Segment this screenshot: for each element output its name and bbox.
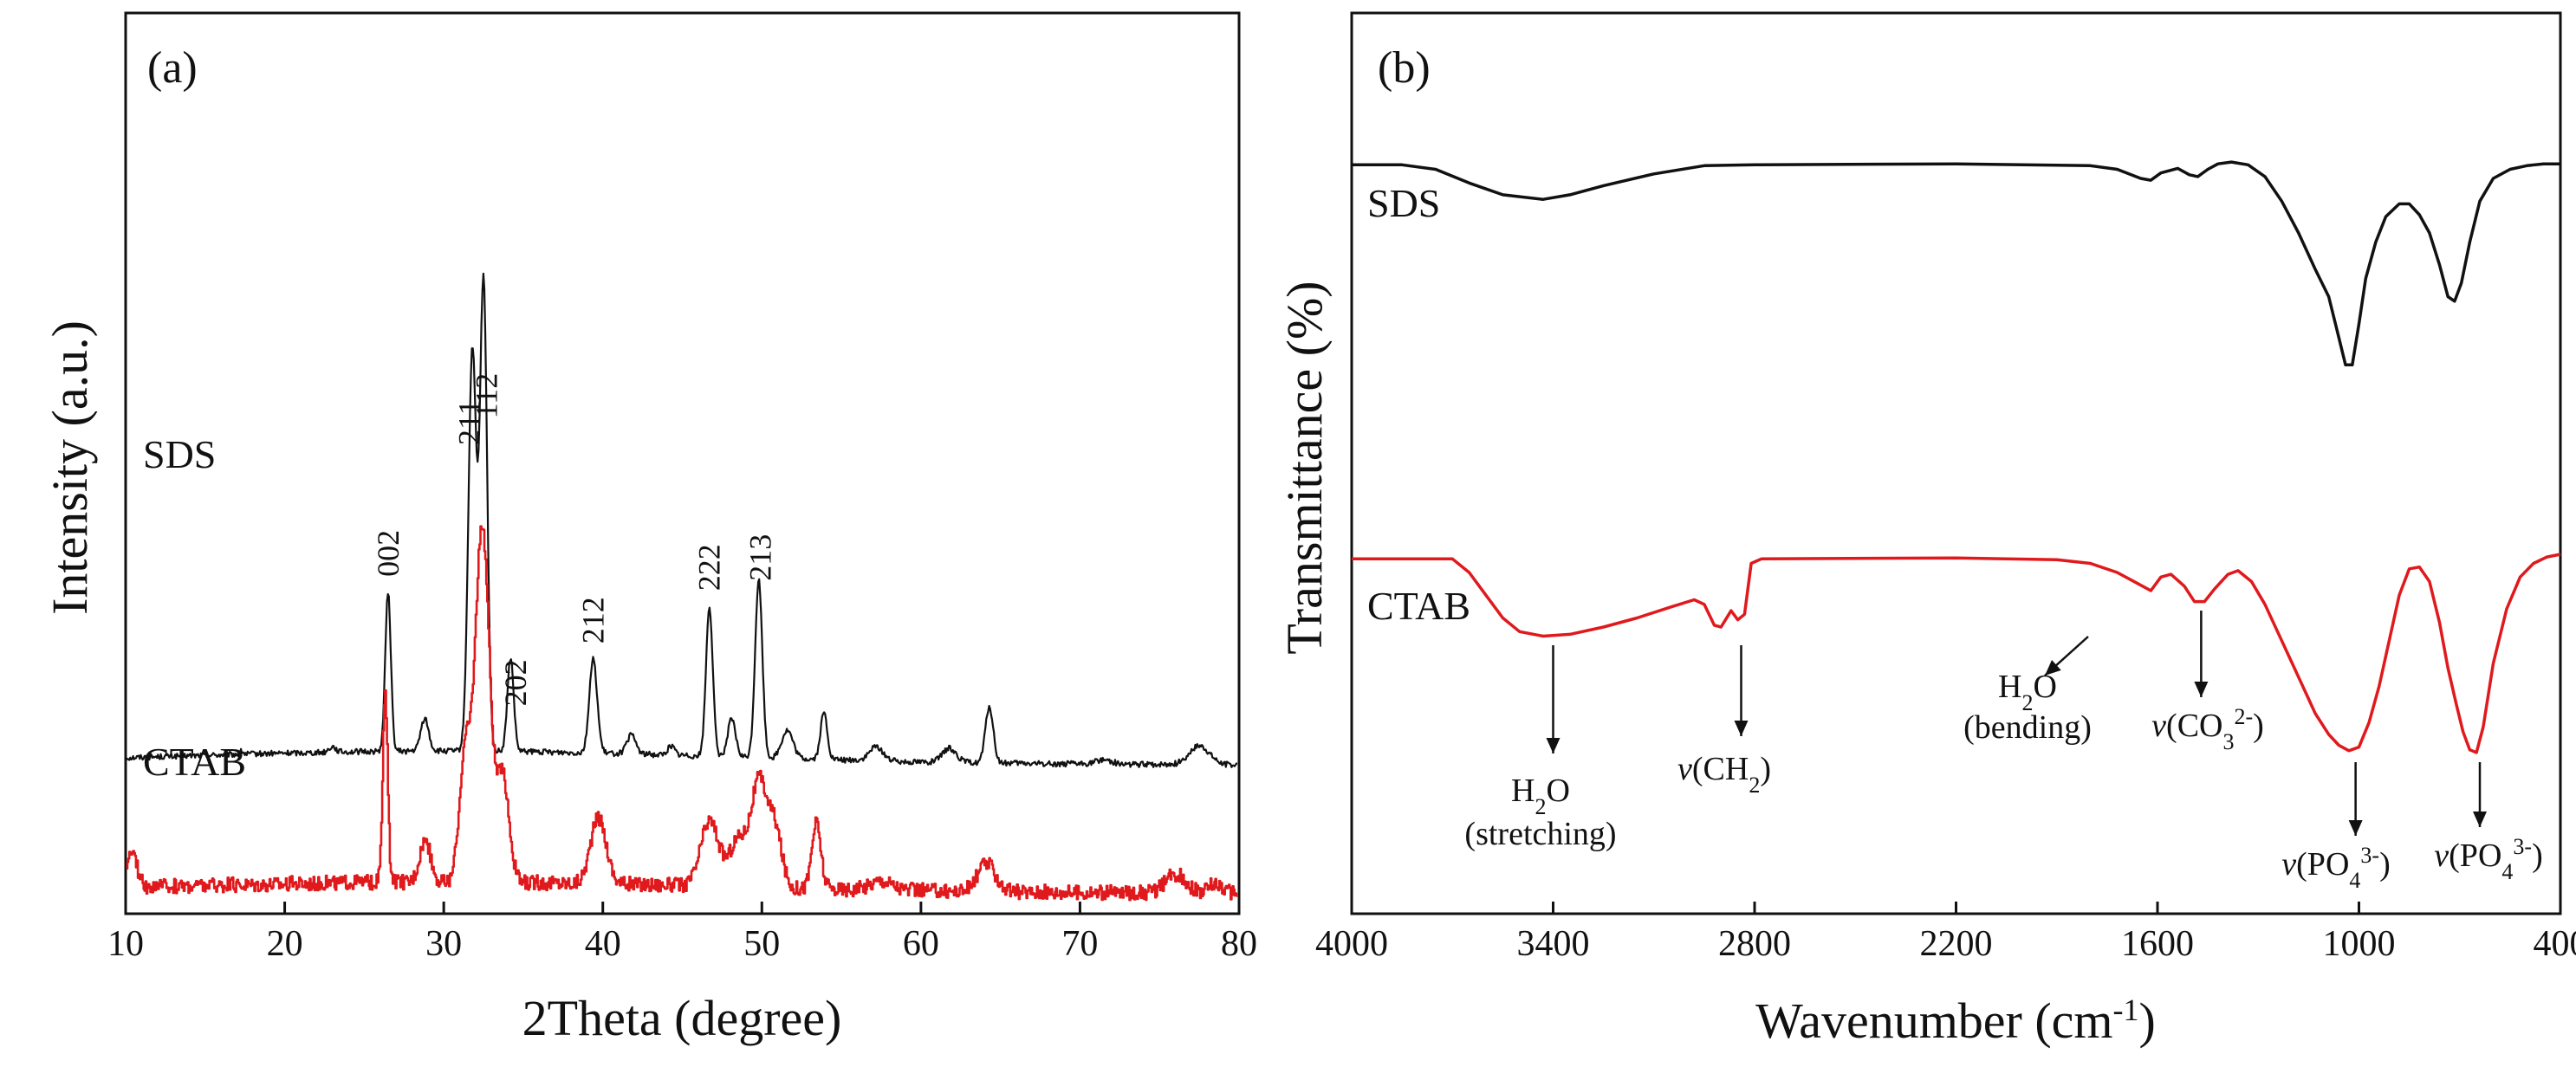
panel-b: (b) 4000 3400 2800 2200 1600 1000 400 SDS CTAB… xyxy=(1276,11,2576,1049)
annotation-ch2: v(CH2) xyxy=(1677,751,1771,798)
annotation-h2o-bending-line2: (bending) xyxy=(1963,709,2092,746)
peak-label-213: 213 xyxy=(743,534,777,581)
peak-label-112: 112 xyxy=(470,373,504,419)
panel-a-series xyxy=(126,272,1239,902)
arrow-po4-1-head xyxy=(2348,820,2363,836)
panel-a-x-tick-label-0: 10 xyxy=(107,924,144,964)
panel-b-x-tick-label-0: 4000 xyxy=(1315,924,1388,964)
panel-a-series-label-sds: SDS xyxy=(143,432,216,476)
panel-a-x-tick-label-7: 80 xyxy=(1221,924,1257,964)
peak-label-212: 212 xyxy=(576,597,611,643)
panel-a-x-ticks: 10 20 30 40 50 60 70 80 xyxy=(107,902,1257,964)
panel-b-series xyxy=(1352,160,2561,754)
panel-a-series-line-sds xyxy=(126,272,1238,768)
panel-b-x-tick-label-5: 1000 xyxy=(2323,924,2396,964)
panel-b-x-tick-label-3: 2200 xyxy=(1920,924,1993,964)
panel-a-y-axis-title: Intensity (a.u.) xyxy=(42,320,98,615)
panel-a-x-tick-label-6: 70 xyxy=(1061,924,1098,964)
panel-b-arrows xyxy=(1546,611,2487,836)
panel-a-x-tick-label-1: 20 xyxy=(267,924,303,964)
peak-label-211: 211 xyxy=(452,399,487,445)
peak-label-222: 222 xyxy=(692,544,727,591)
arrow-po4-2-head xyxy=(2473,812,2487,827)
annotation-po4-1: v(PO43-) xyxy=(2281,843,2390,893)
arrow-co3-head xyxy=(2194,682,2209,697)
annotation-h2o-stretching: H2O xyxy=(1511,773,1570,819)
panel-a-x-axis-title: 2Theta (degree) xyxy=(522,990,842,1046)
panel-b-x-ticks: 4000 3400 2800 2200 1600 1000 400 xyxy=(1315,902,2576,964)
panel-b-series-label-ctab: CTAB xyxy=(1367,584,1470,628)
panel-a-series-label-ctab: CTAB xyxy=(143,740,246,784)
panel-b-x-tick-label-1: 3400 xyxy=(1517,924,1590,964)
panel-b-series-line-ctab xyxy=(1352,553,2561,754)
panel-b-series-label-sds: SDS xyxy=(1367,181,1440,225)
annotation-h2o-bending: H2O xyxy=(1998,669,2057,715)
panel-a-x-tick-label-5: 60 xyxy=(903,924,939,964)
panel-b-x-axis-title: Wavenumber (cm-1) xyxy=(1755,993,2156,1049)
annotation-po4-2: v(PO43-) xyxy=(2434,834,2542,884)
peak-label-202: 202 xyxy=(498,659,533,706)
panel-a-label: (a) xyxy=(147,43,198,93)
panel-a-series-line-ctab xyxy=(126,525,1239,902)
panel-a-x-tick-label-4: 50 xyxy=(743,924,780,964)
panel-a-x-tick-label-2: 30 xyxy=(425,924,462,964)
arrow-h2o-bending-head xyxy=(2045,660,2061,676)
arrow-ch2-head xyxy=(1734,721,1749,736)
panel-b-x-tick-label-2: 2800 xyxy=(1718,924,1791,964)
panel-a-x-tick-label-3: 40 xyxy=(585,924,621,964)
arrow-h2o-stretching-head xyxy=(1546,738,1561,753)
annotation-co3: v(CO32-) xyxy=(2151,704,2264,754)
panel-b-x-tick-label-6: 400 xyxy=(2534,924,2576,964)
panel-a-frame xyxy=(124,11,1241,915)
panel-b-label: (b) xyxy=(1378,43,1431,93)
panel-b-x-tick-label-4: 1600 xyxy=(2121,924,2194,964)
peak-label-002: 002 xyxy=(371,530,406,577)
panel-b-series-line-sds xyxy=(1352,160,2560,367)
panel-b-y-axis-title: Transmittance (%) xyxy=(1276,281,1333,654)
annotation-h2o-stretching-line2: (stretching) xyxy=(1464,816,1616,852)
